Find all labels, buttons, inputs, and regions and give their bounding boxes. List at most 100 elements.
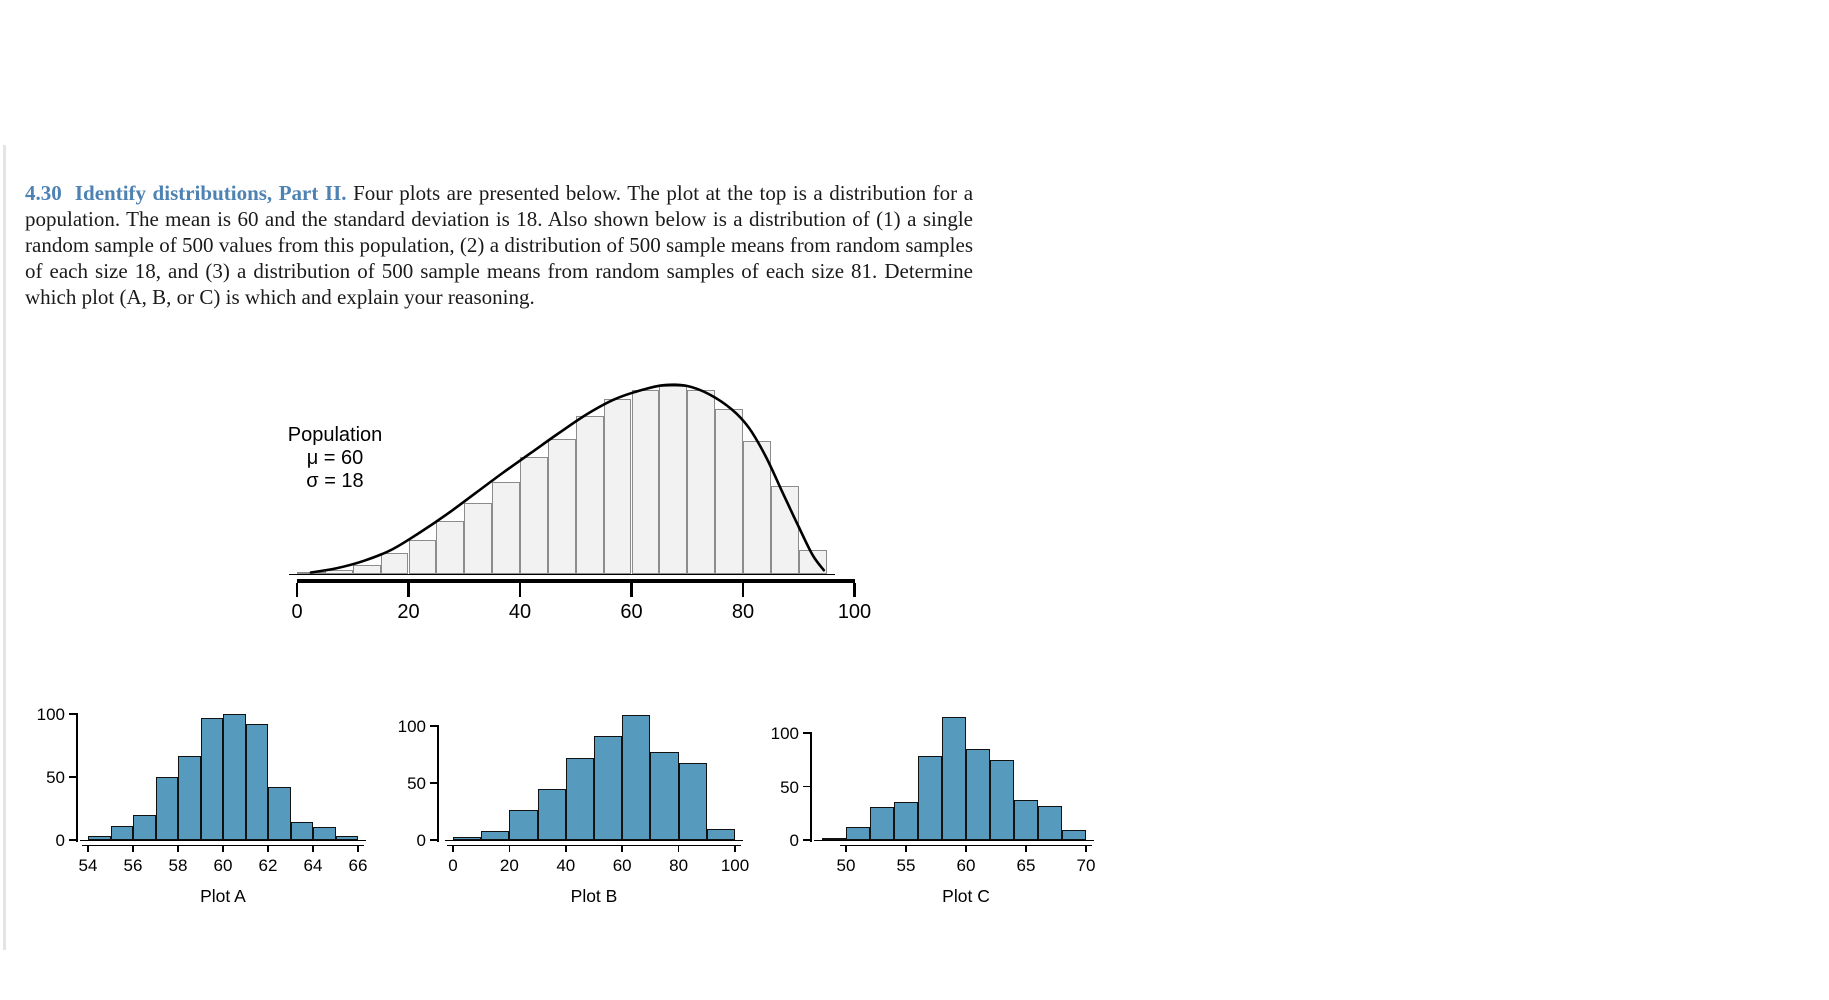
plot-b-x-tick bbox=[508, 844, 511, 852]
exercise-number: 4.30 bbox=[25, 181, 62, 205]
plot-b-bar bbox=[537, 788, 566, 840]
plot-a-x-tick bbox=[357, 844, 359, 852]
population-bar bbox=[492, 481, 520, 574]
plot-a-bar bbox=[178, 755, 201, 840]
plot-c-y-tick-label: 50 bbox=[780, 777, 799, 797]
population-bar bbox=[520, 457, 548, 574]
population-density-curve bbox=[309, 383, 826, 574]
plot-a-y-tick bbox=[69, 776, 76, 778]
plot-c-x-tick-label: 70 bbox=[1076, 856, 1096, 875]
population-x-tick-label: 100 bbox=[837, 601, 872, 623]
population-bar bbox=[408, 540, 437, 574]
population-x-tick bbox=[853, 583, 856, 597]
population-x-tick-label: 0 bbox=[291, 601, 303, 623]
plot-a-y-tick-label: 0 bbox=[55, 831, 65, 850]
plot-a-x-tick bbox=[312, 844, 314, 852]
population-bar bbox=[715, 408, 743, 574]
plot-a-bar bbox=[133, 814, 156, 840]
plot-b-x-tick bbox=[621, 844, 623, 852]
plot-c-title: Plot C bbox=[942, 886, 990, 906]
population-x-axis bbox=[297, 579, 855, 583]
plot-b-x-axis bbox=[447, 844, 741, 846]
plot-a-y-tick-label: 50 bbox=[46, 768, 65, 787]
plot-a-x-tick-label: 62 bbox=[258, 856, 278, 875]
plot-b-y-tick bbox=[430, 782, 437, 784]
plot-b-bar bbox=[706, 828, 735, 840]
population-x-tick-label: 60 bbox=[620, 601, 643, 623]
plot-a-x-tick bbox=[222, 844, 224, 852]
plot-c-x-tick-label: 55 bbox=[896, 856, 916, 875]
plot-b-bar bbox=[481, 830, 510, 840]
plot-a-x-tick bbox=[177, 844, 179, 852]
population-bar bbox=[464, 502, 493, 574]
plot-b-x-tick-label: 20 bbox=[499, 856, 519, 875]
plot-b-title: Plot B bbox=[570, 886, 618, 906]
plot-c-bar bbox=[822, 837, 846, 840]
population-bar bbox=[575, 416, 604, 574]
plot-a-x-tick-label: 60 bbox=[213, 856, 233, 875]
plot-a-x-tick-label: 66 bbox=[348, 856, 368, 875]
population-annotation-title: Population bbox=[287, 424, 383, 446]
plot-b-bar bbox=[622, 714, 651, 840]
population-x-tick bbox=[630, 583, 633, 597]
plot-a-bar bbox=[200, 717, 223, 840]
page-edge-rule bbox=[3, 145, 6, 950]
plot-a-x-tick-label: 56 bbox=[123, 856, 143, 875]
plot-c-zero-line bbox=[814, 839, 1094, 841]
exercise-title: Identify distributions, Part II. bbox=[74, 181, 347, 205]
population-x-tick bbox=[407, 583, 410, 597]
population-histogram: 0 20 40 60 80 100 bbox=[289, 370, 875, 640]
plot-b-x-tick bbox=[452, 844, 454, 852]
population-x-tick-label: 20 bbox=[397, 601, 420, 623]
plot-a-bar bbox=[155, 777, 178, 840]
plot-c-bar bbox=[990, 759, 1014, 841]
plot-b-bar bbox=[594, 736, 623, 840]
plot-b-x-tick-label: 100 bbox=[720, 856, 750, 875]
plot-c-x-tick-label: 65 bbox=[1016, 856, 1036, 875]
plot-b-x-tick-label: 40 bbox=[556, 856, 576, 875]
population-sigma-label: σ = 18 bbox=[306, 470, 364, 492]
plot-c-bar bbox=[870, 806, 894, 840]
population-x-tick-label: 40 bbox=[508, 601, 532, 623]
plot-c-x-tick bbox=[845, 844, 847, 852]
plot-a-bar bbox=[245, 724, 268, 840]
exercise-body-text: Four plots are presented below. The plot… bbox=[25, 181, 974, 309]
plot-c-x-tick bbox=[965, 844, 967, 852]
plot-c-y-tick-label: 100 bbox=[770, 724, 799, 743]
population-bar bbox=[770, 485, 799, 574]
plot-c-x-tick bbox=[1025, 844, 1027, 852]
plot-a-bar bbox=[223, 714, 246, 840]
plot-b-y-tick-label: 0 bbox=[416, 831, 426, 850]
population-x-tick-label: 80 bbox=[731, 601, 755, 623]
plot-b-y-tick-label: 50 bbox=[407, 774, 426, 793]
population-x-tick bbox=[295, 583, 299, 597]
plot-a-y-tick-label: 100 bbox=[36, 705, 65, 724]
plot-c-y-tick bbox=[803, 839, 810, 841]
plot-b-x-tick-label: 80 bbox=[669, 856, 689, 875]
plot-c-bar bbox=[1014, 800, 1038, 840]
plot-a-bar bbox=[268, 787, 291, 840]
population-bar bbox=[547, 438, 576, 574]
plot-a-x-tick-label: 58 bbox=[168, 856, 188, 875]
population-bar bbox=[352, 564, 381, 574]
plot-a-x-tick-label: 54 bbox=[78, 856, 98, 875]
plot-a-bar bbox=[313, 827, 336, 840]
plot-b-x-tick-label: 0 bbox=[448, 856, 458, 875]
population-bar bbox=[743, 440, 771, 574]
plot-c-y-tick-label: 0 bbox=[789, 831, 799, 850]
plot-b-y-tick bbox=[430, 725, 437, 727]
population-bar bbox=[380, 553, 409, 574]
plot-c-y-tick bbox=[803, 732, 810, 734]
plot-c-bar bbox=[966, 749, 990, 840]
plot-a-y-axis bbox=[76, 713, 78, 842]
plot-b-x-tick bbox=[734, 844, 736, 852]
plot-b-bar bbox=[678, 762, 707, 840]
plot-a-title: Plot A bbox=[200, 886, 246, 906]
plot-b-bar bbox=[650, 752, 679, 840]
plot-b-y-tick bbox=[430, 839, 437, 841]
plot-c-bar bbox=[894, 801, 918, 840]
plot-b-bar bbox=[565, 757, 594, 840]
plot-a-y-tick bbox=[69, 713, 76, 715]
plot-a-x-tick bbox=[132, 844, 134, 852]
